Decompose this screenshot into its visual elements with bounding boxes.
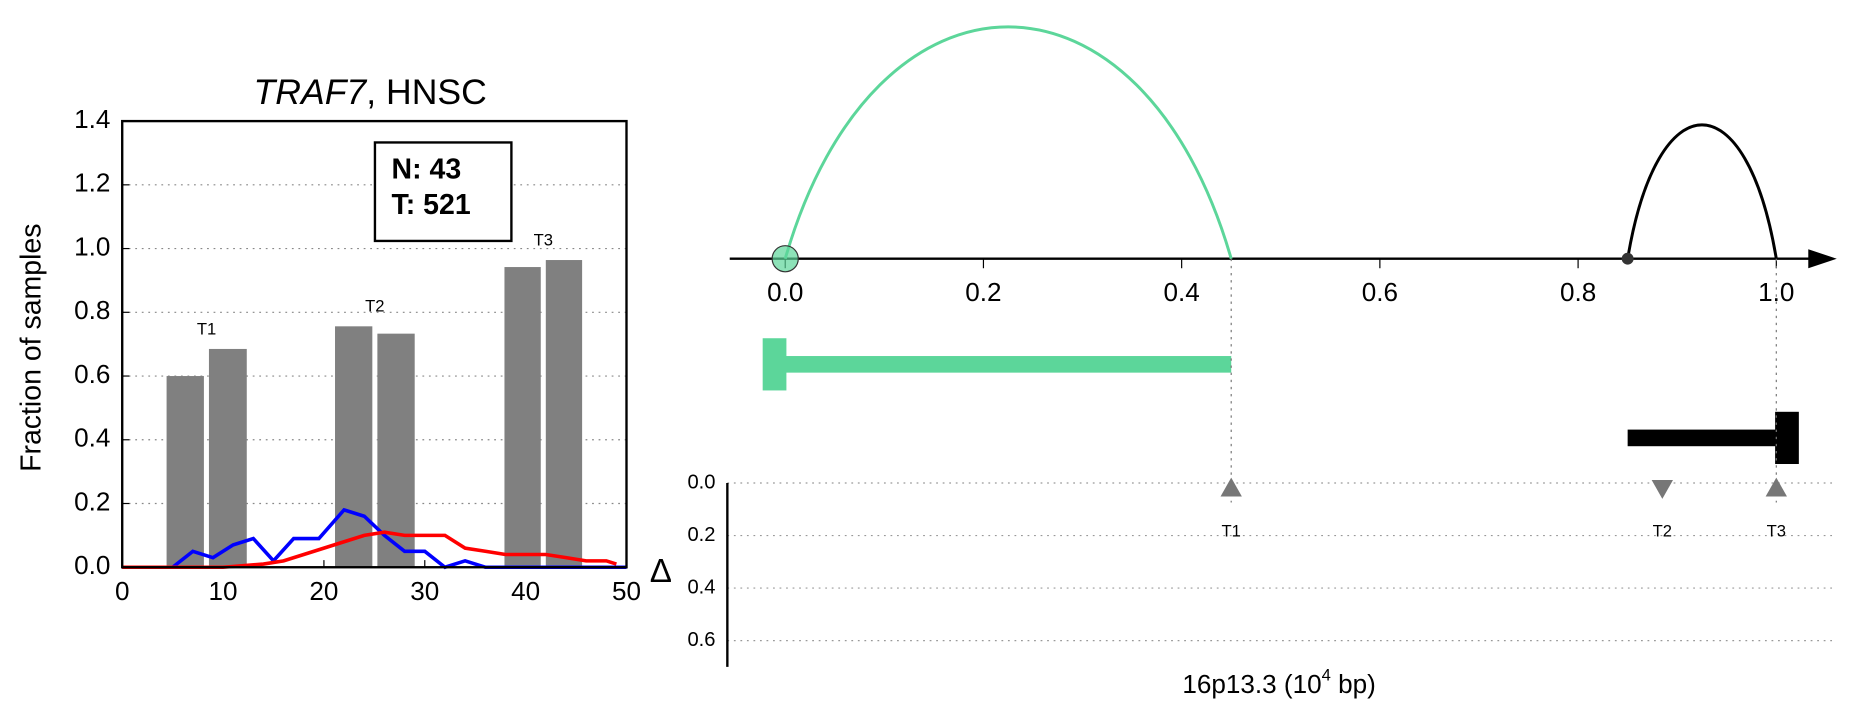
delta-tick-label: 0.0 [687,471,715,493]
marker [1220,477,1242,497]
x-tick-label: 0.0 [767,277,803,307]
y-tick-label: 1.4 [74,104,110,134]
group-label: T2 [365,297,384,316]
x-axis-label: 16p13.3 (104 bp) [1182,666,1376,699]
x-tick-label: 30 [410,576,439,606]
x-tick-label: 20 [309,576,338,606]
marker-label: T1 [1222,522,1241,541]
y-tick-label: 1.0 [74,231,110,261]
marker [1765,477,1787,497]
annotation-text: N: 43 [392,153,462,185]
arc [1626,123,1778,259]
marker-label: T2 [1653,522,1672,541]
gene-start [762,338,787,391]
x-tick-label: 0.6 [1362,277,1398,307]
delta-tick-label: 0.2 [687,524,715,546]
title-suffix: , HNSC [366,72,487,112]
bar [166,376,204,568]
start-circle [771,245,799,273]
marker [1651,479,1674,499]
x-tick-label: 40 [511,576,540,606]
chart-title: TRAF7, HNSC [254,72,487,112]
bar [208,348,247,568]
title-gene: TRAF7 [254,72,368,112]
x-tick-label: 0.8 [1560,277,1596,307]
gene-body [785,356,1232,373]
start-dot [1621,252,1634,265]
gene-start [1775,411,1799,465]
y-axis-label: Fraction of samples [16,224,48,472]
y-tick-label: 0.6 [74,359,110,389]
bar [545,260,583,568]
bar [504,267,541,568]
delta-tick-label: 0.6 [687,629,715,651]
y-tick-label: 0.2 [74,486,110,516]
group-label: T3 [534,230,553,249]
y-tick-label: 0.8 [74,295,110,325]
y-tick-label: 1.2 [74,168,110,198]
y-tick-label: 0.0 [74,550,110,580]
bar [335,326,373,568]
x-tick-label: 0.4 [1164,277,1200,307]
annotation-text: T: 521 [392,189,471,221]
bar [377,333,415,568]
x-tick-label: 0.2 [965,277,1001,307]
x-axis-arrow [1808,249,1837,269]
gene-body [1627,429,1777,447]
delta-tick-label: 0.4 [687,576,715,598]
marker-label: T3 [1767,522,1786,541]
group-label: T1 [197,319,216,338]
xlabel-end: bp) [1331,669,1376,699]
x-tick-label: 50 [612,576,641,606]
plot-frame [121,119,628,569]
xlabel-sup: 4 [1322,666,1331,685]
x-tick-label: 0 [115,576,130,606]
arc [783,25,1233,260]
annotation-box [373,141,513,243]
x-tick-label: 10 [209,576,238,606]
y-tick-label: 0.4 [74,423,110,453]
delta-label: Δ [650,553,672,590]
xlabel-main: 16p13.3 (10 [1182,669,1321,699]
